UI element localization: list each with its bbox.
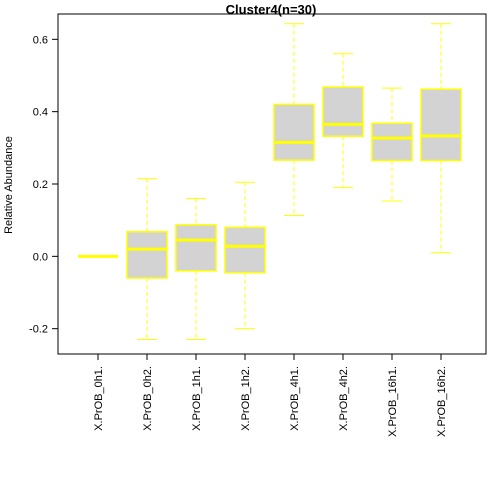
x-tick-label: X.PrOB_4h1. [289,366,301,431]
y-axis-label: Relative Abundance [3,136,15,234]
box-3 [175,197,217,341]
chart-title: Cluster4(n=30) [226,2,317,17]
plot-frame [57,13,487,355]
y-tick-label: 0.2 [33,179,48,191]
x-tick-label: X.PrOB_1h2. [240,366,252,431]
y-tick-label: 0.4 [33,107,48,119]
x-tick-label: X.PrOB_1h1. [191,366,203,431]
x-axis-ticks: X.PrOB_0h1. X.PrOB_0h2. X.PrOB_1h1. X.PrOB_… [93,354,448,437]
iqr-box [322,86,364,138]
x-tick-label: X.PrOB_0h2. [142,366,154,431]
x-tick-label: X.PrOB_4h2. [338,366,350,431]
boxes-layer [78,23,462,341]
iqr-box [175,224,217,272]
box-2 [126,178,168,341]
box-8 [420,23,462,254]
x-tick-label: X.PrOB_16h1. [387,366,399,437]
box-7 [371,87,413,202]
iqr-box [273,103,315,161]
iqr-box [126,230,168,279]
y-axis-ticks: -0.2 0.0 0.2 0.4 0.6 [29,34,58,336]
y-tick-label: 0.6 [33,34,48,46]
x-tick-label: X.PrOB_0h1. [93,366,105,431]
y-tick-label: 0.0 [33,251,48,263]
x-tick-label: X.PrOB_16h2. [436,366,448,437]
iqr-box [224,226,266,274]
y-tick-label: -0.2 [29,324,48,336]
iqr-box [420,88,462,162]
box-5 [273,23,315,216]
box-4 [224,181,266,330]
iqr-box [371,122,413,162]
box-6 [322,53,364,189]
